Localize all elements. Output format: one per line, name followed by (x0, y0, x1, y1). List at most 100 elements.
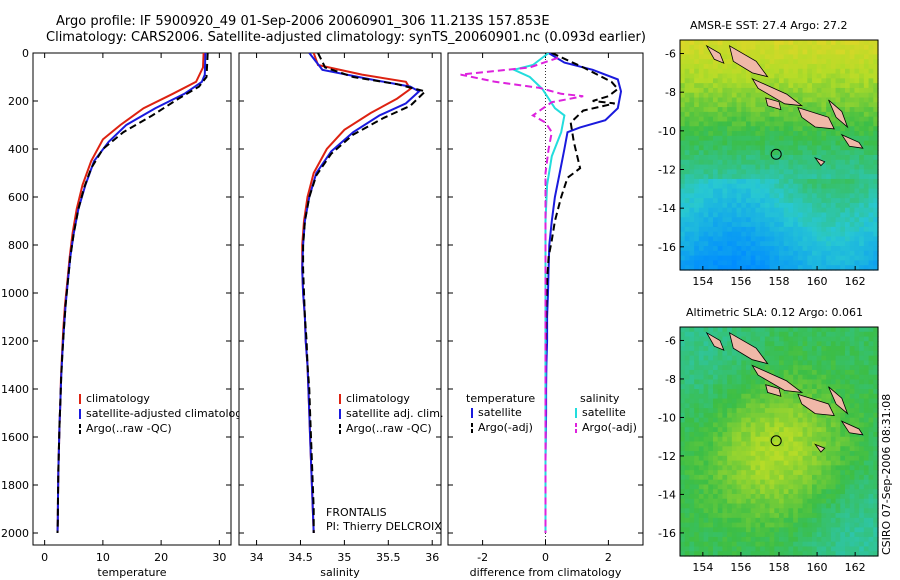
map-cell (746, 369, 752, 376)
map-cell (684, 503, 691, 509)
map-cell (722, 389, 728, 395)
map-cell (717, 87, 724, 94)
map-cell (863, 169, 870, 175)
map-cell (845, 260, 851, 266)
x-tick-label: 0 (41, 551, 48, 564)
map-cell (755, 374, 761, 381)
map-cell (840, 178, 846, 185)
map-cell (863, 174, 870, 180)
map-cell (807, 140, 813, 147)
map-cell (689, 460, 695, 466)
map-cell (708, 241, 714, 247)
map-cell (680, 327, 686, 333)
island-shape-0 (728, 44, 769, 78)
map-cell (694, 121, 700, 127)
map-cell (774, 198, 780, 204)
map-cell (821, 87, 827, 94)
map-cell (854, 503, 860, 509)
map-cell (859, 59, 865, 65)
map-cell (774, 212, 780, 218)
map-cell (840, 145, 846, 151)
map-cell (849, 393, 856, 400)
map-cell (698, 455, 705, 462)
map-cell (722, 236, 728, 242)
map-cell (727, 513, 733, 519)
map-cell (746, 126, 752, 132)
map-cell (731, 231, 738, 238)
map-cell (722, 427, 728, 433)
map-cell (746, 403, 752, 409)
map-cell (793, 246, 799, 252)
map-cell (840, 236, 846, 242)
map-cell (684, 489, 691, 495)
map-cell (694, 374, 700, 381)
map-cell (816, 198, 823, 204)
map-cell (746, 236, 752, 242)
map-cell (755, 116, 761, 123)
map-cell (746, 222, 752, 228)
map-cell (812, 498, 818, 505)
map-cell (863, 417, 870, 424)
map-cell (703, 546, 709, 552)
island-shape-3 (797, 393, 835, 416)
map-cell (680, 59, 686, 65)
map-cell (703, 222, 709, 228)
map-cell (698, 111, 705, 118)
map-cell (779, 517, 785, 524)
map-cell (797, 536, 804, 543)
map-cell (755, 250, 761, 257)
map-cell (731, 63, 738, 70)
map-cell (760, 92, 766, 99)
map-cell (868, 59, 874, 65)
map-cell (727, 441, 733, 447)
argo-profile-marker (770, 435, 782, 447)
map-cell (873, 97, 879, 103)
x-tick-label: 0 (542, 551, 549, 564)
map-cell (698, 365, 705, 371)
map-cell (750, 231, 757, 238)
map-cell (849, 174, 856, 180)
map-cell (797, 126, 804, 132)
map-cell (854, 513, 860, 519)
map-cell (684, 365, 691, 371)
map-cell (816, 40, 823, 46)
map-cell (859, 541, 865, 548)
map-cell (689, 465, 695, 471)
map-cell (868, 508, 874, 514)
map-cell (731, 455, 738, 462)
map-cell (779, 255, 785, 262)
map-cell (727, 222, 733, 228)
map-cell (764, 546, 771, 552)
map-cell (689, 327, 695, 333)
map-cell (764, 250, 771, 257)
map-cell (736, 479, 742, 486)
map-cell (807, 541, 813, 548)
map-cell (802, 241, 808, 247)
map-cell (788, 102, 794, 108)
map-cell (760, 417, 766, 424)
island-shape-3 (797, 106, 835, 130)
map-cell (793, 422, 799, 428)
map-cell (845, 465, 851, 471)
map-cell (830, 236, 837, 242)
map-cell (689, 83, 695, 89)
map-cell (764, 541, 771, 548)
map-cell (760, 431, 766, 438)
map-cell (736, 111, 742, 118)
map-cell (727, 202, 733, 209)
map-cell (731, 174, 738, 180)
map-cell (863, 374, 870, 381)
map-cell (816, 241, 823, 247)
map-cell (764, 365, 771, 371)
map-cell (717, 250, 724, 257)
map-cell (708, 78, 714, 84)
map-cell (713, 193, 719, 199)
map-cell (689, 417, 695, 424)
map-cell (769, 111, 775, 118)
map-cell (793, 327, 799, 333)
map-cell (821, 236, 827, 242)
map-cell (731, 493, 738, 500)
map-cell (788, 536, 794, 543)
map-cell (821, 111, 827, 118)
map-cell (736, 193, 742, 199)
